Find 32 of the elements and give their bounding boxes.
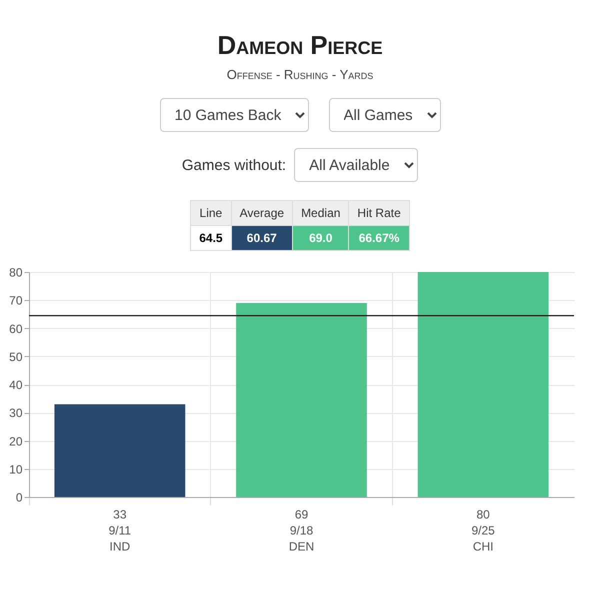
text: 10 Games Back [160,98,308,132]
text: All Games [328,98,440,132]
data-label: 80 [476,508,490,522]
text: 66.67% [348,226,410,250]
y-tick-label: 20 [9,434,23,448]
text: Average [231,200,293,226]
y-tick-label: 60 [9,322,23,336]
text: Line [190,200,232,226]
y-tick-label: 50 [9,350,23,364]
bar [236,302,367,497]
chart-subtitle: Offense - Rushing - Yards [226,67,374,82]
y-tick-label: 30 [9,406,23,420]
x-tick-label: 9/25 CHI [471,524,496,554]
text: Hit Rate [348,200,410,226]
y-tick-label: 80 [9,266,23,280]
bar [418,272,549,497]
bar [54,404,186,497]
data-label: 69 [294,508,308,522]
chart-title: Dameon Pierce [216,30,384,61]
x-tick-label: 9/18 DEN [288,524,314,554]
text: Games without: [182,156,286,174]
text: 69.0 [292,226,349,250]
x-tick-label: 9/11 IND [108,524,132,554]
text: 64.5 [190,226,232,250]
y-tick-label: 40 [9,378,23,392]
data-label: 33 [113,508,127,522]
y-tick-label: 70 [9,294,23,308]
y-tick-label: 10 [9,462,23,476]
text: All Available [294,148,418,182]
text: Median [292,200,349,226]
text: 60.67 [231,226,293,250]
y-tick-label: 0 [16,490,23,504]
